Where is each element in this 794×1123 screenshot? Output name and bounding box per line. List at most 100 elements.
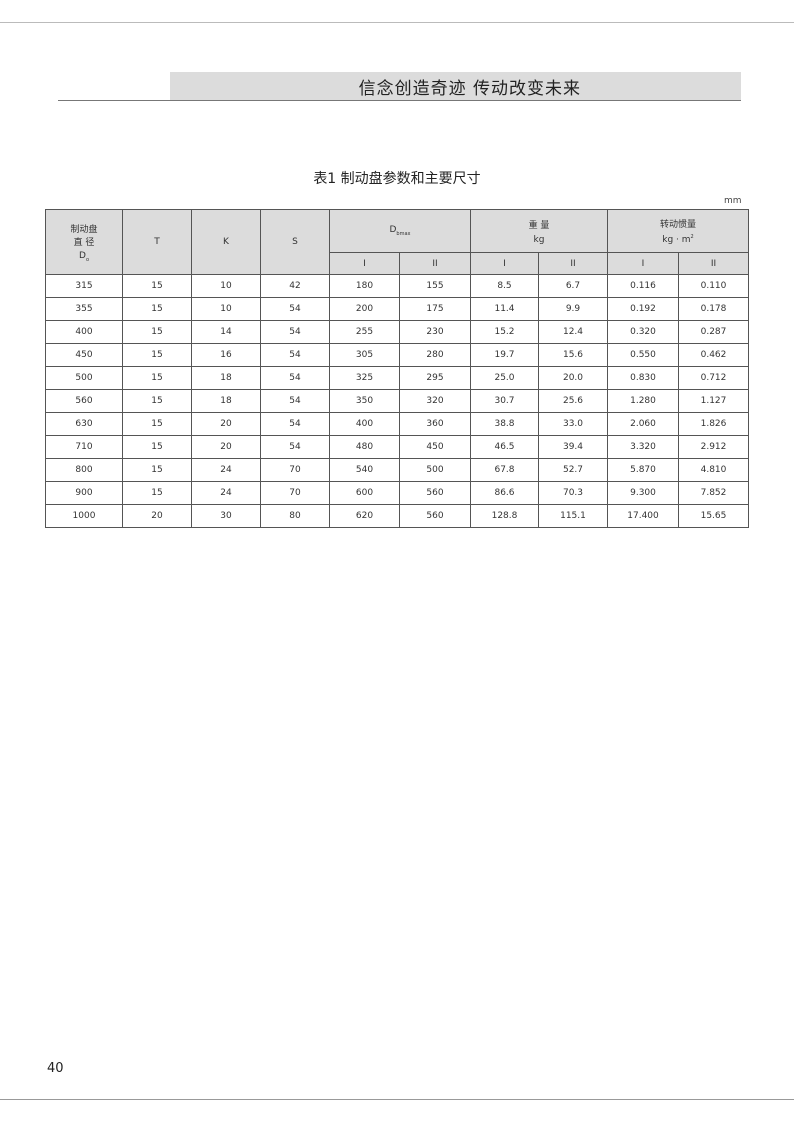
table-cell: 400 [329,412,400,436]
table-cell: 305 [329,343,400,367]
header-inertia: 转动惯量 kg · m2 [607,209,749,253]
table-cell: 355 [45,297,123,321]
table-cell: 30.7 [470,389,539,413]
table-cell: 450 [45,343,123,367]
table-cell: 0.178 [678,297,749,321]
table-cell: 24 [191,458,261,482]
table-cell: 16 [191,343,261,367]
header-k: K [191,209,261,275]
table-cell: 15.6 [538,343,608,367]
table-cell: 25.0 [470,366,539,390]
table-cell: 54 [260,320,330,344]
table-cell: 0.462 [678,343,749,367]
table-cell: 15.65 [678,504,749,528]
table-row: 355 15 10 54 200 175 11.4 9.9 0.192 0.178 [45,297,749,321]
table-cell: 600 [329,481,400,505]
table-cell: 2.912 [678,435,749,459]
table-cell: 9.300 [607,481,679,505]
table-cell: 0.116 [607,274,679,298]
table-cell: 33.0 [538,412,608,436]
table-cell: 15 [122,320,192,344]
table-row: 315 15 10 42 180 155 8.5 6.7 0.116 0.110 [45,274,749,298]
table-row: 710 15 20 54 480 450 46.5 39.4 3.320 2.912 [45,435,749,459]
table-cell: 54 [260,366,330,390]
table-cell: 630 [45,412,123,436]
table-cell: 15 [122,297,192,321]
table-cell: 200 [329,297,400,321]
table-cell: 15.2 [470,320,539,344]
table-cell: 20.0 [538,366,608,390]
table-cell: 480 [329,435,400,459]
table-cell: 15 [122,366,192,390]
table-cell: 280 [399,343,471,367]
table-cell: 17.400 [607,504,679,528]
table-cell: 0.712 [678,366,749,390]
table-row: 1000 20 30 80 620 560 128.8 115.1 17.400 15.65 [45,504,749,528]
table-cell: 325 [329,366,400,390]
table-cell: 54 [260,412,330,436]
header-t: T [122,209,192,275]
header-dmax: Dbmax [329,209,471,253]
table-cell: 54 [260,435,330,459]
table-cell: 560 [45,389,123,413]
table-cell: 8.5 [470,274,539,298]
table-cell: 11.4 [470,297,539,321]
table-row: 450 15 16 54 305 280 19.7 15.6 0.550 0.462 [45,343,749,367]
table-cell: 0.192 [607,297,679,321]
table-cell: 360 [399,412,471,436]
table-cell: 450 [399,435,471,459]
table-cell: 5.870 [607,458,679,482]
table-cell: 0.110 [678,274,749,298]
header-weight: 重 量 kg [470,209,608,253]
header-diameter: 制动盘 直 径 Do [45,209,123,275]
table-row: 400 15 14 54 255 230 15.2 12.4 0.320 0.287 [45,320,749,344]
table-cell: 500 [45,366,123,390]
sub-header-ii: II [538,252,608,275]
table-cell: 175 [399,297,471,321]
brake-disc-table: 制动盘 直 径 Do T K S Dbmax 重 量 kg 转动惯量 kg · m2… [45,209,749,528]
table-cell: 20 [191,435,261,459]
bottom-divider [0,1099,794,1100]
header-s: S [260,209,330,275]
header-banner: 信念创造奇迹 传动改变未来 [170,72,741,100]
page-number: 40 [47,1061,64,1076]
table-cell: 2.060 [607,412,679,436]
header-diameter-line1: 制动盘 [70,224,98,235]
table-cell: 320 [399,389,471,413]
table-row: 560 15 18 54 350 320 30.7 25.6 1.280 1.127 [45,389,749,413]
sub-header-i: I [470,252,539,275]
table-cell: 350 [329,389,400,413]
table-cell: 42 [260,274,330,298]
header-divider [58,100,741,101]
table-cell: 24 [191,481,261,505]
table-cell: 540 [329,458,400,482]
table-cell: 9.9 [538,297,608,321]
table-cell: 20 [191,412,261,436]
table-row: 500 15 18 54 325 295 25.0 20.0 0.830 0.712 [45,366,749,390]
table-cell: 15 [122,481,192,505]
table-cell: 115.1 [538,504,608,528]
table-cell: 295 [399,366,471,390]
table-cell: 4.810 [678,458,749,482]
table-cell: 10 [191,274,261,298]
table-row: 630 15 20 54 400 360 38.8 33.0 2.060 1.826 [45,412,749,436]
table-cell: 15 [122,435,192,459]
sub-header-i: I [607,252,679,275]
table-row: 800 15 24 70 540 500 67.8 52.7 5.870 4.810 [45,458,749,482]
table-cell: 255 [329,320,400,344]
table-cell: 70 [260,458,330,482]
table-cell: 80 [260,504,330,528]
table-cell: 400 [45,320,123,344]
sub-header-ii: II [399,252,471,275]
table-cell: 560 [399,481,471,505]
table-cell: 14 [191,320,261,344]
table-cell: 18 [191,389,261,413]
table-cell: 19.7 [470,343,539,367]
table-title: 表1 制动盘参数和主要尺寸 [313,171,481,187]
table-cell: 67.8 [470,458,539,482]
top-divider [0,22,794,23]
table-cell: 128.8 [470,504,539,528]
table-cell: 6.7 [538,274,608,298]
table-cell: 39.4 [538,435,608,459]
